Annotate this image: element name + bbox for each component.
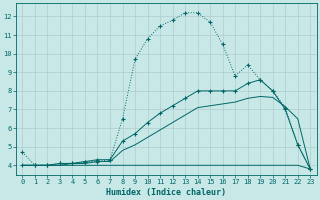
X-axis label: Humidex (Indice chaleur): Humidex (Indice chaleur): [106, 188, 226, 197]
